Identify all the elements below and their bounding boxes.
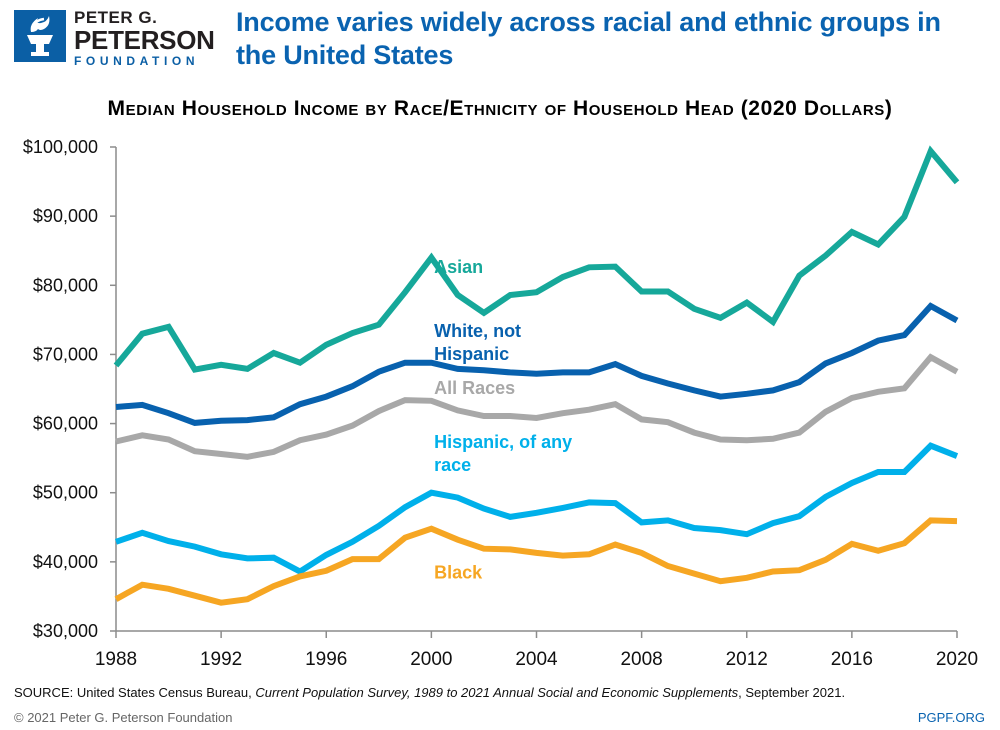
series-label-asian: Asian bbox=[434, 257, 483, 277]
x-tick-label: 2008 bbox=[620, 649, 662, 670]
y-tick-label: $60,000 bbox=[33, 414, 98, 434]
series-label-black: Black bbox=[434, 562, 483, 582]
x-tick-label: 1996 bbox=[305, 649, 347, 670]
source-prefix: SOURCE: United States Census Bureau, bbox=[14, 685, 256, 700]
site-link[interactable]: PGPF.ORG bbox=[917, 710, 985, 725]
y-tick-label: $50,000 bbox=[33, 483, 98, 503]
headline: Income varies widely across racial and e… bbox=[236, 7, 941, 70]
series-label-hispanic-of-any-race: Hispanic, of any bbox=[434, 432, 572, 452]
peterson-foundation-logo: PETER G. PETERSON FOUNDATION bbox=[14, 8, 215, 68]
source-suffix: , September 2021. bbox=[738, 685, 846, 700]
x-tick-label: 1992 bbox=[200, 649, 242, 670]
x-tick-label: 2004 bbox=[515, 649, 558, 670]
series-line-asian bbox=[113, 145, 960, 373]
source-note: SOURCE: United States Census Bureau, Cur… bbox=[14, 685, 845, 700]
series-label-all-races: All Races bbox=[434, 378, 515, 398]
x-tick-label: 2000 bbox=[410, 649, 452, 670]
y-tick-label: $40,000 bbox=[33, 552, 98, 572]
logo-line-1: PETER G. bbox=[74, 8, 158, 27]
source-title: Current Population Survey, 1989 to 2021 … bbox=[255, 685, 739, 700]
axes: $30,000 $40,000 $50,000 $60,000 $70,000 $80,0… bbox=[23, 137, 978, 670]
series-label-hispanic-of-any-race: race bbox=[434, 455, 471, 475]
series-line-all-races bbox=[115, 353, 959, 460]
series-lines bbox=[113, 145, 960, 606]
x-tick-label: 2012 bbox=[726, 649, 768, 670]
x-tick-label: 2016 bbox=[831, 649, 873, 670]
series-line-hispanic-of-any-race bbox=[115, 442, 959, 575]
chart-title: Median Household Income by Race/Ethnicit… bbox=[107, 97, 893, 120]
series-line-black bbox=[114, 517, 958, 606]
torch-icon bbox=[14, 10, 66, 62]
y-tick-label: $100,000 bbox=[23, 137, 98, 157]
logo-line-3: FOUNDATION bbox=[74, 54, 200, 68]
series-label-white-not-hispanic: Hispanic bbox=[434, 344, 509, 364]
x-tick-label: 2020 bbox=[936, 649, 978, 670]
series-line-white-not-hispanic bbox=[115, 302, 959, 426]
x-tick-label: 1988 bbox=[95, 649, 137, 670]
series-labels: Asian White, not Hispanic All Races Hispanic… bbox=[434, 257, 572, 583]
y-tick-label: $80,000 bbox=[33, 275, 98, 295]
logo-line-2: PETERSON bbox=[74, 25, 215, 55]
y-tick-label: $30,000 bbox=[33, 621, 98, 641]
y-tick-label: $90,000 bbox=[33, 206, 98, 226]
series-label-white-not-hispanic: White, not bbox=[434, 321, 521, 341]
copyright: © 2021 Peter G. Peterson Foundation bbox=[14, 710, 233, 725]
y-tick-label: $70,000 bbox=[33, 344, 98, 364]
